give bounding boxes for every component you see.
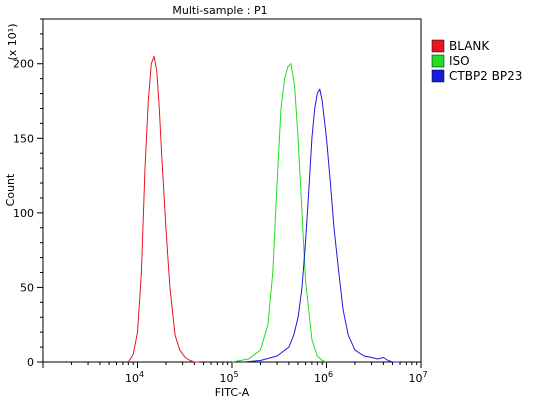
legend-label: CTBP2 BP23 bbox=[449, 69, 522, 83]
x-tick-base: 10 bbox=[125, 372, 139, 385]
y-tick-label: 0 bbox=[27, 356, 34, 369]
y-axis-ticks: 0 50 100 150 200 bbox=[13, 18, 43, 369]
legend-swatch bbox=[431, 39, 445, 53]
chart-title: Multi-sample : P1 bbox=[172, 4, 267, 17]
x-tick-base: 10 bbox=[314, 372, 328, 385]
series-line-ctbp2-bp23 bbox=[242, 88, 400, 363]
x-tick-base: 10 bbox=[408, 372, 422, 385]
legend-label: BLANK bbox=[449, 39, 490, 53]
x-tick-label: 105 bbox=[219, 370, 238, 385]
legend-label: ISO bbox=[449, 54, 470, 68]
x-axis-title: FITC-A bbox=[215, 386, 250, 399]
x-tick-exponent: 7 bbox=[422, 370, 427, 379]
legend-swatch bbox=[431, 54, 445, 68]
x-axis-ticks: 104 105 106 107 bbox=[42, 362, 428, 385]
x-tick-base: 10 bbox=[219, 372, 233, 385]
x-tick-exponent: 4 bbox=[139, 370, 144, 379]
plot-frame bbox=[42, 18, 422, 363]
x-tick-label: 104 bbox=[125, 370, 144, 385]
x-tick-label: 106 bbox=[314, 370, 333, 385]
legend-swatch bbox=[431, 69, 445, 83]
y-axis-title: Count bbox=[4, 173, 17, 206]
x-tick-exponent: 5 bbox=[233, 370, 238, 379]
series-line-iso bbox=[231, 63, 327, 363]
y-axis-multiplier: (x 10¹) bbox=[6, 24, 19, 61]
y-tick-label: 200 bbox=[13, 58, 34, 71]
series-lines bbox=[127, 55, 400, 363]
y-tick-label: 50 bbox=[20, 281, 34, 294]
x-tick-label: 107 bbox=[408, 370, 427, 385]
y-tick-label: 100 bbox=[13, 207, 34, 220]
series-line-blank bbox=[127, 55, 200, 363]
y-tick-label: 150 bbox=[13, 132, 34, 145]
x-tick-exponent: 6 bbox=[328, 370, 333, 379]
